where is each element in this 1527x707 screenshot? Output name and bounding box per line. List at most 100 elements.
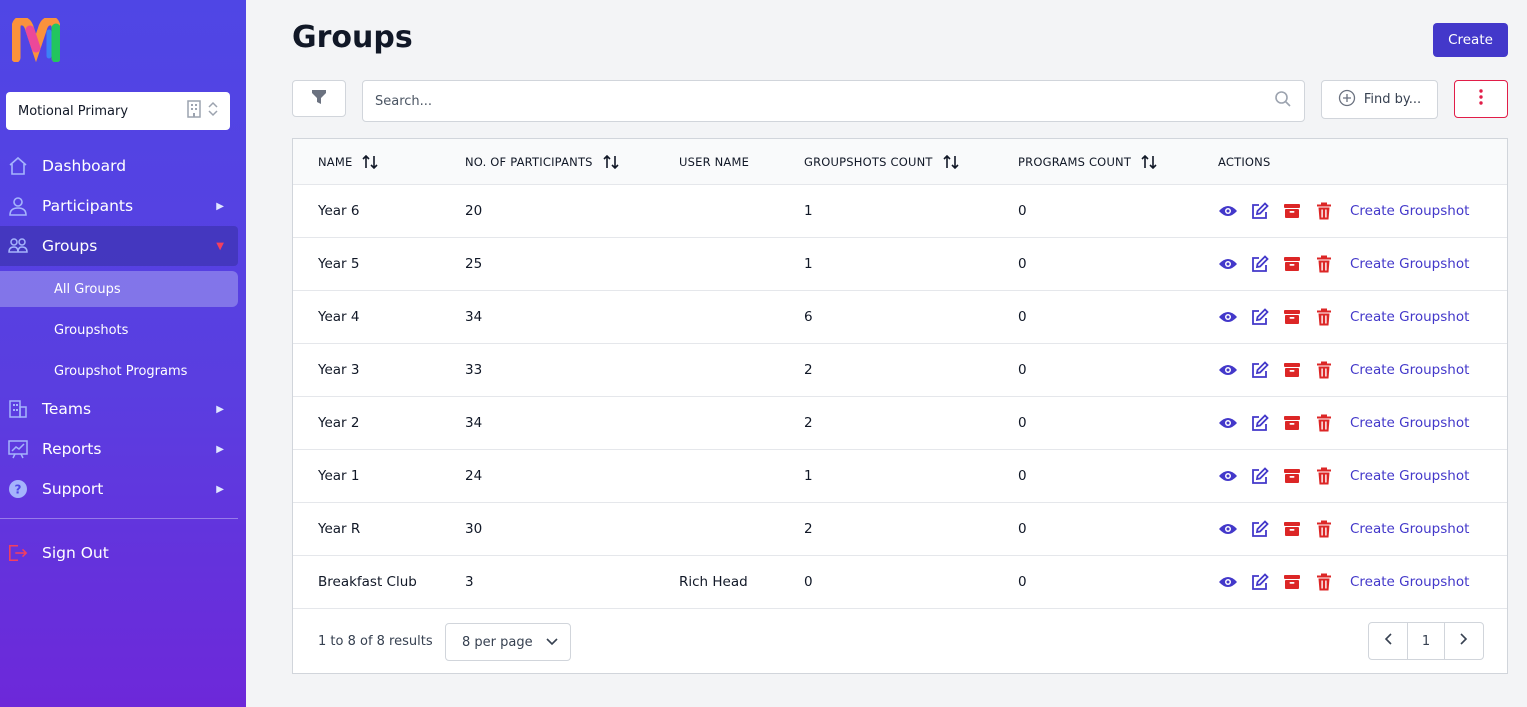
find-by-button[interactable]: Find by...	[1321, 80, 1438, 119]
cell-name: Year 2	[318, 415, 360, 431]
sort-icon[interactable]	[1141, 155, 1157, 169]
motional-logo[interactable]	[11, 16, 61, 63]
trash-icon[interactable]	[1314, 519, 1334, 539]
column-header-actions: ACTIONS	[1218, 155, 1271, 169]
previous-page-button[interactable]	[1369, 623, 1407, 659]
row-actions: Create Groupshot	[1218, 450, 1469, 502]
chevron-up-down-icon	[208, 101, 218, 121]
nav-support[interactable]: ? Support ▶	[0, 469, 238, 509]
cell-participants: 33	[465, 362, 483, 378]
chevron-right-icon	[1460, 633, 1468, 649]
archive-icon[interactable]	[1282, 466, 1302, 486]
column-header-groupshots-count[interactable]: GROUPSHOTS COUNT	[804, 139, 959, 185]
archive-icon[interactable]	[1282, 360, 1302, 380]
edit-icon[interactable]	[1250, 254, 1270, 274]
table-row: Year 1 24 1 0 Create Groupshot	[293, 450, 1507, 503]
create-groupshot-link[interactable]: Create Groupshot	[1350, 362, 1470, 378]
nav-dashboard-label: Dashboard	[42, 157, 127, 175]
subnav-groupshots[interactable]: Groupshots	[0, 312, 238, 348]
column-header-participants[interactable]: NO. OF PARTICIPANTS	[465, 139, 619, 185]
cell-groupshots-count: 2	[804, 362, 813, 378]
column-header-programs-count[interactable]: PROGRAMS COUNT	[1018, 139, 1157, 185]
edit-icon[interactable]	[1250, 413, 1270, 433]
create-button[interactable]: Create	[1433, 23, 1508, 57]
create-groupshot-link[interactable]: Create Groupshot	[1350, 256, 1470, 272]
trash-icon[interactable]	[1314, 572, 1334, 592]
filter-button[interactable]	[292, 80, 346, 117]
sort-icon[interactable]	[943, 155, 959, 169]
column-header-name[interactable]: NAME	[318, 139, 379, 185]
search-icon[interactable]	[1274, 90, 1292, 112]
archive-icon[interactable]	[1282, 201, 1302, 221]
eye-icon[interactable]	[1218, 254, 1238, 274]
create-groupshot-link[interactable]: Create Groupshot	[1350, 521, 1470, 537]
archive-icon[interactable]	[1282, 519, 1302, 539]
trash-icon[interactable]	[1314, 201, 1334, 221]
next-page-button[interactable]	[1445, 623, 1483, 659]
eye-icon[interactable]	[1218, 307, 1238, 327]
create-groupshot-link[interactable]: Create Groupshot	[1350, 468, 1470, 484]
per-page-select[interactable]: 8 per page	[445, 623, 571, 661]
subnav-all-groups-label: All Groups	[54, 281, 121, 297]
eye-icon[interactable]	[1218, 201, 1238, 221]
nav-participants[interactable]: Participants ▶	[0, 186, 238, 226]
more-options-button[interactable]	[1454, 80, 1508, 118]
edit-icon[interactable]	[1250, 360, 1270, 380]
table-footer: 1 to 8 of 8 results 8 per page 1	[293, 609, 1507, 673]
edit-icon[interactable]	[1250, 466, 1270, 486]
nav-support-label: Support	[42, 480, 104, 498]
cell-groupshots-count: 2	[804, 521, 813, 537]
search-input[interactable]	[375, 93, 1274, 109]
nav-sign-out[interactable]: Sign Out	[0, 533, 238, 573]
trash-icon[interactable]	[1314, 307, 1334, 327]
users-icon	[8, 236, 28, 256]
filter-icon	[311, 89, 327, 109]
table-row: Breakfast Club 3 Rich Head 0 0 Create Groupsh…	[293, 556, 1507, 609]
archive-icon[interactable]	[1282, 413, 1302, 433]
sidebar-divider	[0, 518, 238, 519]
trash-icon[interactable]	[1314, 254, 1334, 274]
building-icon	[8, 399, 28, 419]
page-number-button[interactable]: 1	[1407, 623, 1445, 659]
archive-icon[interactable]	[1282, 307, 1302, 327]
nav-teams-label: Teams	[42, 400, 92, 418]
edit-icon[interactable]	[1250, 519, 1270, 539]
subnav-groupshot-programs[interactable]: Groupshot Programs	[0, 353, 238, 389]
nav-reports[interactable]: Reports ▶	[0, 429, 238, 469]
eye-icon[interactable]	[1218, 360, 1238, 380]
cell-name: Year 5	[318, 256, 360, 272]
eye-icon[interactable]	[1218, 519, 1238, 539]
subnav-all-groups[interactable]: All Groups	[0, 271, 238, 307]
create-groupshot-link[interactable]: Create Groupshot	[1350, 415, 1470, 431]
edit-icon[interactable]	[1250, 307, 1270, 327]
sign-out-icon	[8, 543, 28, 563]
chevron-left-icon	[1384, 633, 1392, 649]
row-actions: Create Groupshot	[1218, 185, 1469, 237]
table-row: Year R 30 2 0 Create Groupshot	[293, 503, 1507, 556]
trash-icon[interactable]	[1314, 413, 1334, 433]
trash-icon[interactable]	[1314, 466, 1334, 486]
archive-icon[interactable]	[1282, 572, 1302, 592]
organization-select[interactable]: Motional Primary	[6, 92, 230, 130]
sort-icon[interactable]	[603, 155, 619, 169]
table-row: Year 3 33 2 0 Create Groupshot	[293, 344, 1507, 397]
create-groupshot-link[interactable]: Create Groupshot	[1350, 309, 1470, 325]
cell-participants: 3	[465, 574, 474, 590]
trash-icon[interactable]	[1314, 360, 1334, 380]
eye-icon[interactable]	[1218, 572, 1238, 592]
create-groupshot-link[interactable]: Create Groupshot	[1350, 574, 1470, 590]
nav-groups[interactable]: Groups ▼	[0, 226, 238, 266]
column-header-user-name: USER NAME	[679, 155, 750, 169]
edit-icon[interactable]	[1250, 201, 1270, 221]
eye-icon[interactable]	[1218, 413, 1238, 433]
nav-dashboard[interactable]: Dashboard	[0, 146, 238, 186]
nav-teams[interactable]: Teams ▶	[0, 389, 238, 429]
help-icon: ?	[8, 479, 28, 499]
create-groupshot-link[interactable]: Create Groupshot	[1350, 203, 1470, 219]
row-actions: Create Groupshot	[1218, 291, 1469, 343]
edit-icon[interactable]	[1250, 572, 1270, 592]
cell-groupshots-count: 1	[804, 256, 813, 272]
archive-icon[interactable]	[1282, 254, 1302, 274]
eye-icon[interactable]	[1218, 466, 1238, 486]
sort-icon[interactable]	[362, 155, 379, 169]
